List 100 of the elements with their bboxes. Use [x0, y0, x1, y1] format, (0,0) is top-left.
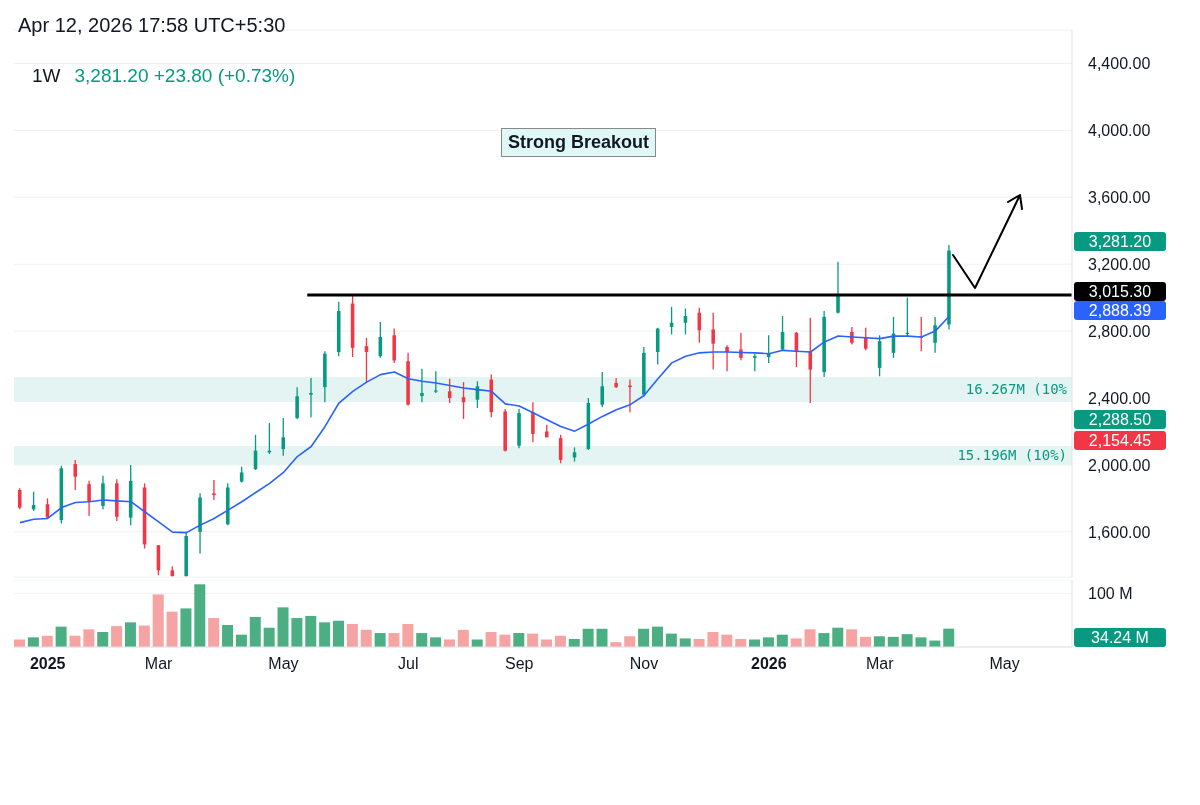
bar [679, 638, 691, 647]
candlestick [281, 417, 286, 457]
bar [263, 627, 275, 647]
bar [651, 626, 663, 647]
bar [832, 627, 844, 647]
bar [388, 633, 400, 647]
bar [846, 629, 858, 647]
x-tick-label: Sep [504, 655, 534, 672]
candlestick [87, 480, 91, 517]
y-tick-label: 4,000.00 [1088, 122, 1151, 140]
bar [249, 616, 261, 647]
candlestick [614, 377, 618, 389]
candlestick [863, 327, 868, 351]
candlestick [711, 312, 715, 371]
text: 3,015.30 [1074, 282, 1166, 301]
bar [152, 594, 164, 647]
candlestick [434, 370, 438, 394]
bar [124, 622, 136, 647]
bar [430, 637, 442, 647]
bar [818, 633, 830, 647]
text: 2,154.45 [1074, 431, 1166, 450]
x-tick-label: Mar [144, 655, 174, 672]
bar [55, 626, 67, 647]
band-label: 15.196M (10%) [957, 447, 1067, 464]
bar [83, 629, 95, 647]
bar [901, 634, 913, 647]
bar [360, 629, 372, 647]
y-tick-label: 4,400.00 [1088, 55, 1151, 73]
candlestick [295, 386, 299, 420]
y-tick-label: 2,000.00 [1088, 456, 1151, 474]
x-tick-label: Nov [629, 655, 659, 672]
bar [527, 633, 539, 647]
bar [208, 618, 220, 647]
bar [374, 633, 386, 647]
candlestick [101, 475, 105, 510]
bar [416, 633, 428, 647]
candlestick [628, 378, 632, 413]
bar [222, 625, 234, 647]
y-tick-label: 100 M [1088, 585, 1133, 603]
bar [166, 611, 178, 647]
y-tick-label: 2,800.00 [1088, 322, 1151, 340]
text: 2,888.39 [1074, 301, 1166, 320]
candlestick [933, 316, 937, 354]
annotation: Strong Breakout [501, 128, 657, 157]
bar [582, 628, 594, 647]
bar [485, 631, 497, 647]
candlestick [531, 401, 535, 443]
text: 1W [32, 65, 61, 86]
bar [138, 625, 150, 647]
bar [457, 629, 469, 647]
bar [332, 620, 344, 647]
candlestick [739, 332, 743, 362]
band-label: 16.267M (10% [965, 381, 1068, 398]
bar [402, 623, 414, 647]
bar [541, 639, 553, 647]
bar [471, 639, 483, 647]
x-tick-label: May [989, 655, 1020, 672]
bar [14, 639, 26, 647]
bar [111, 626, 123, 647]
y-tick-label: 3,200.00 [1088, 255, 1151, 273]
bar [665, 633, 677, 647]
annotation: Apr 12, 2026 17:58 UTC+5:30 [18, 14, 286, 37]
candlestick [600, 371, 605, 408]
candlestick [836, 261, 840, 315]
bar [291, 618, 303, 647]
bar [762, 637, 774, 647]
bar [943, 628, 955, 647]
bar [346, 623, 358, 647]
bar [319, 622, 331, 647]
candlestick [17, 487, 22, 510]
candlestick [73, 459, 77, 491]
x-tick-label: Jul [398, 655, 419, 672]
text: 3,281.20 [1074, 232, 1166, 251]
bar [194, 584, 206, 647]
bar [513, 633, 525, 647]
bar [97, 631, 109, 647]
text: 34.24 M [1074, 628, 1166, 647]
bar [749, 639, 761, 647]
text: 3,281.20 +23.80 (+0.73%) [74, 65, 296, 86]
candlestick [212, 479, 216, 501]
x-tick-label: Mar [866, 655, 895, 672]
bar [790, 638, 802, 647]
bar [638, 628, 650, 647]
x-tick-label: May [268, 655, 299, 672]
line-series [19, 315, 950, 534]
bar [596, 628, 608, 647]
bar [305, 615, 317, 647]
y-tick-label: 1,600.00 [1088, 523, 1151, 541]
bar [27, 637, 39, 647]
text: 2,288.50 [1074, 410, 1166, 429]
bar [624, 636, 636, 647]
y-tick-label: 2,400.00 [1088, 389, 1151, 407]
x-tick-label: 2025 [29, 655, 66, 672]
x-tick-label: 2026 [751, 655, 787, 672]
bar [277, 607, 289, 647]
bar [915, 637, 927, 647]
bar [804, 629, 816, 647]
y-tick-label: 3,600.00 [1088, 188, 1151, 206]
bar [443, 639, 455, 647]
bar [180, 608, 192, 647]
